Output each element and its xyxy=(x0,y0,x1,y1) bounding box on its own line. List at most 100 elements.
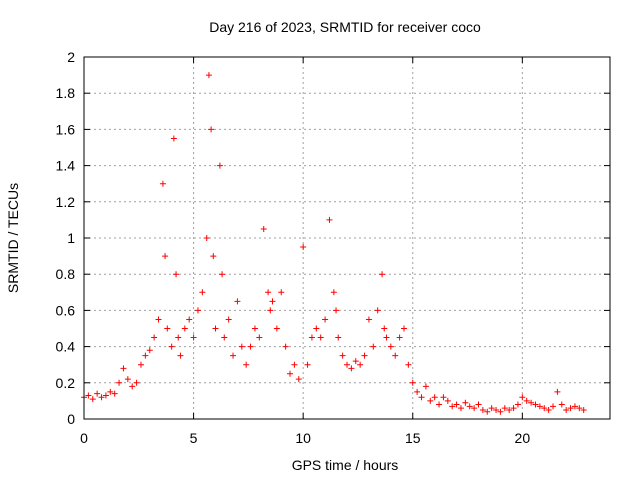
axis-ticks: 00.20.40.60.811.21.41.61.820 5 10 15 20 xyxy=(56,49,610,446)
data-point xyxy=(168,343,175,350)
y-tick-label: 1.4 xyxy=(56,158,76,174)
data-point xyxy=(405,361,412,368)
data-point xyxy=(479,406,486,413)
data-point xyxy=(260,225,267,232)
data-point xyxy=(238,343,245,350)
y-tick-label: 1 xyxy=(67,230,75,246)
x-tick-label: 0 xyxy=(80,430,88,446)
y-tick-label: 1.8 xyxy=(56,85,76,101)
data-point xyxy=(339,352,346,359)
data-point xyxy=(313,325,320,332)
data-point xyxy=(348,365,355,372)
x-tick-label: 20 xyxy=(515,430,531,446)
data-point xyxy=(510,405,517,412)
chart-title: Day 216 of 2023, SRMTID for receiver coc… xyxy=(209,19,481,35)
data-point xyxy=(484,408,491,415)
data-point xyxy=(379,271,386,278)
data-point xyxy=(304,361,311,368)
y-tick-label: 0 xyxy=(67,411,75,427)
data-point xyxy=(322,316,329,323)
y-tick-label: 0.6 xyxy=(56,302,76,318)
y-tick-label: 2 xyxy=(67,49,75,65)
data-point xyxy=(234,298,241,305)
data-point xyxy=(550,403,557,410)
data-point xyxy=(431,394,438,401)
x-tick-label: 15 xyxy=(405,430,421,446)
data-point xyxy=(427,397,434,404)
data-point xyxy=(462,399,469,406)
y-axis-label: SRMTID / TECUs xyxy=(5,183,21,293)
data-point xyxy=(186,316,193,323)
data-point xyxy=(107,388,114,395)
data-point xyxy=(221,334,228,341)
data-point xyxy=(396,334,403,341)
data-point xyxy=(85,392,92,399)
data-point xyxy=(98,394,105,401)
data-point xyxy=(116,379,123,386)
data-point xyxy=(361,352,368,359)
data-point xyxy=(383,334,390,341)
data-point xyxy=(392,352,399,359)
data-point xyxy=(418,394,425,401)
data-point xyxy=(471,405,478,412)
data-point xyxy=(203,235,210,241)
data-point xyxy=(251,325,258,332)
data-point xyxy=(532,401,539,408)
data-point xyxy=(374,307,381,314)
data-point xyxy=(528,399,535,406)
data-point xyxy=(333,307,340,314)
data-point xyxy=(269,298,276,305)
data-point xyxy=(256,334,263,341)
data-point xyxy=(352,358,359,365)
data-point xyxy=(111,390,118,397)
data-point xyxy=(175,334,182,341)
data-point xyxy=(210,253,217,260)
data-point xyxy=(142,352,149,359)
data-point xyxy=(317,334,324,341)
data-point xyxy=(219,271,226,278)
data-point xyxy=(205,72,212,79)
data-point xyxy=(89,396,96,403)
data-point xyxy=(190,334,197,341)
x-tick-label: 10 xyxy=(295,430,311,446)
data-point xyxy=(453,401,460,408)
data-point xyxy=(466,403,473,410)
data-point xyxy=(278,289,285,296)
data-point xyxy=(265,289,272,296)
data-point xyxy=(414,388,421,395)
data-point xyxy=(330,289,337,296)
data-point xyxy=(120,365,127,372)
data-point xyxy=(199,289,206,296)
data-point xyxy=(124,376,131,383)
data-point xyxy=(563,406,570,413)
data-point xyxy=(181,325,188,332)
data-point xyxy=(151,334,158,341)
data-point xyxy=(400,325,407,332)
grid xyxy=(84,57,610,419)
data-point xyxy=(436,401,443,408)
data-point xyxy=(545,406,552,413)
data-point xyxy=(558,401,565,408)
data-point xyxy=(365,316,372,323)
data-point xyxy=(273,325,280,332)
data-point xyxy=(170,135,177,142)
data-point xyxy=(335,334,342,341)
data-points xyxy=(81,72,587,415)
data-point xyxy=(501,405,508,412)
data-point xyxy=(208,126,215,133)
data-point xyxy=(159,180,166,187)
data-point xyxy=(576,405,583,412)
data-point xyxy=(212,325,219,332)
data-point xyxy=(523,397,530,404)
data-point xyxy=(506,406,513,413)
data-point xyxy=(370,343,377,350)
data-point xyxy=(554,388,561,395)
data-point xyxy=(230,352,237,359)
data-point xyxy=(295,376,302,383)
data-point xyxy=(173,271,180,278)
y-tick-label: 0.2 xyxy=(56,375,76,391)
data-point xyxy=(216,162,223,169)
data-point xyxy=(287,370,294,377)
y-tick-label: 1.2 xyxy=(56,194,76,210)
